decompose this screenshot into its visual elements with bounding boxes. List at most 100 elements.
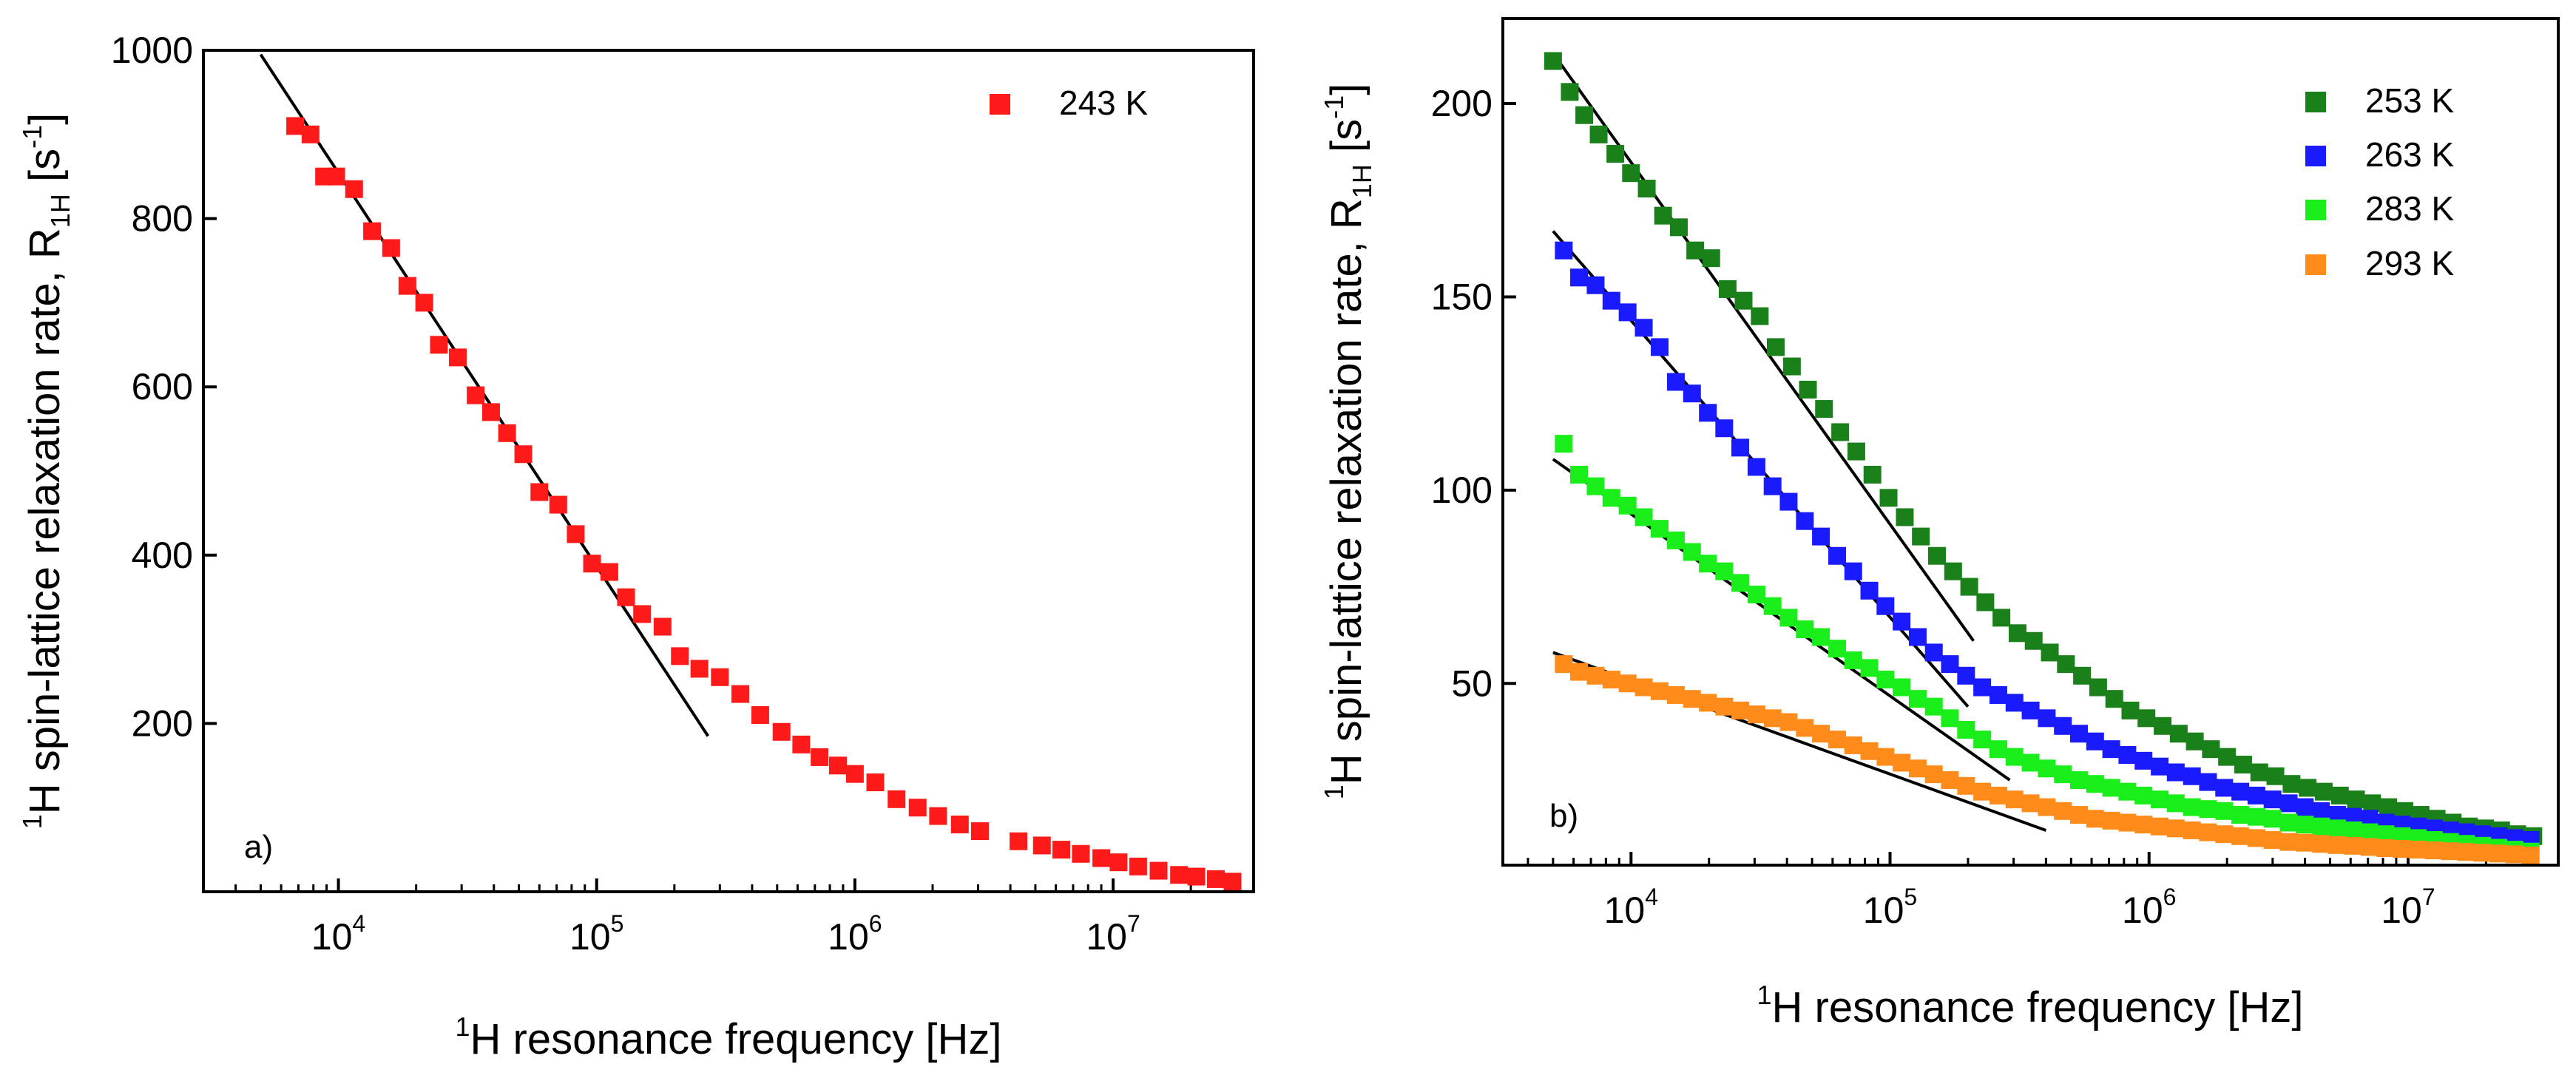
data-point-263k xyxy=(1763,477,1782,495)
data-point-283k xyxy=(2231,806,2250,824)
data-point-283k xyxy=(1666,531,1685,549)
panel-a-y-axis-ticks: 200 400 600 800 1000 xyxy=(111,30,217,744)
data-point-243k xyxy=(772,722,791,741)
data-point-263k xyxy=(1666,373,1685,391)
data-point-253k xyxy=(2137,709,2156,728)
data-point-263k xyxy=(1908,628,1927,646)
data-point-243k xyxy=(398,277,416,295)
data-point-293k xyxy=(1908,759,1927,778)
panel-b-y-axis-label: 1H spin-lattice relaxation rate, R1H [s-… xyxy=(1319,84,1377,799)
data-point-283k xyxy=(1699,555,1717,573)
panel-b-label: b) xyxy=(1549,798,1578,834)
legend-marker-243k xyxy=(990,94,1010,115)
legend-marker-293k xyxy=(2305,254,2326,275)
data-point-283k xyxy=(1908,690,1927,708)
data-point-293k xyxy=(1747,705,1765,724)
data-point-253k xyxy=(1863,465,1882,484)
panel-b-y-tick-label: 100 xyxy=(1431,470,1492,511)
data-point-253k xyxy=(2379,798,2398,816)
data-point-243k xyxy=(690,660,709,678)
data-point-263k xyxy=(1844,562,1862,580)
panel-a-plot-frame xyxy=(202,49,1255,893)
data-point-243k xyxy=(583,555,601,573)
panel-b-x-tick-label: 107 xyxy=(2381,884,2435,931)
data-point-293k xyxy=(2489,844,2508,863)
data-point-283k xyxy=(1973,731,1992,749)
data-point-293k xyxy=(1957,776,1975,795)
data-point-283k xyxy=(1634,508,1653,526)
data-point-243k xyxy=(1187,867,1206,886)
data-point-243k xyxy=(811,748,829,766)
data-point-283k xyxy=(2086,775,2104,793)
data-point-263k xyxy=(2069,725,2088,743)
data-point-243k xyxy=(430,336,448,354)
panel-a-y-tick-label: 400 xyxy=(132,535,193,576)
data-point-253k xyxy=(2121,701,2140,719)
data-point-293k xyxy=(2424,841,2443,860)
data-point-263k xyxy=(1860,581,1879,600)
data-point-263k xyxy=(1651,338,1669,356)
data-point-283k xyxy=(1570,465,1589,484)
data-point-293k xyxy=(1555,655,1573,674)
data-point-293k xyxy=(1731,701,1749,719)
panel-a-x-tick-label: 104 xyxy=(311,910,365,958)
data-point-283k xyxy=(1602,489,1620,507)
panel-b-x-tick-label: 106 xyxy=(2122,884,2176,931)
data-point-293k xyxy=(2360,838,2379,856)
data-point-253k xyxy=(2363,794,2381,813)
data-point-243k xyxy=(1010,832,1028,850)
data-point-263k xyxy=(1618,303,1637,322)
data-point-243k xyxy=(792,735,811,753)
data-point-293k xyxy=(2441,842,2459,861)
data-point-293k xyxy=(2199,823,2217,841)
data-point-283k xyxy=(1763,597,1782,615)
panel-b-data-points xyxy=(1544,52,2543,864)
data-point-243k xyxy=(600,563,618,581)
data-point-293k xyxy=(2457,843,2475,861)
data-point-243k xyxy=(498,424,516,442)
data-point-243k xyxy=(671,647,689,665)
data-point-293k xyxy=(1973,782,1992,801)
data-point-263k xyxy=(1683,385,1701,403)
data-point-263k xyxy=(1747,458,1765,476)
data-point-263k xyxy=(2086,732,2104,751)
data-point-243k xyxy=(301,125,320,143)
data-point-293k xyxy=(1941,770,1959,789)
data-point-253k xyxy=(2024,631,2043,650)
data-point-283k xyxy=(2069,770,2088,789)
data-point-293k xyxy=(2263,831,2282,850)
data-point-243k xyxy=(888,790,906,808)
data-point-253k xyxy=(1718,280,1737,298)
data-point-293k xyxy=(1666,685,1685,704)
data-point-243k xyxy=(908,799,927,817)
data-point-243k xyxy=(653,617,672,636)
data-point-293k xyxy=(1812,725,1830,743)
data-point-293k xyxy=(1844,736,1862,754)
data-point-253k xyxy=(1654,206,1672,225)
data-point-253k xyxy=(2041,643,2059,662)
data-point-293k xyxy=(1763,709,1782,728)
data-point-293k xyxy=(1634,678,1653,697)
panel-a-label: a) xyxy=(244,829,273,865)
data-point-283k xyxy=(1555,435,1573,453)
data-point-263k xyxy=(1779,492,1798,511)
data-point-263k xyxy=(2199,773,2217,791)
data-point-283k xyxy=(2279,813,2298,832)
panel-a-y-tick-label: 200 xyxy=(132,702,193,744)
data-point-263k xyxy=(1731,438,1749,457)
data-point-293k xyxy=(2393,840,2411,858)
data-point-243k xyxy=(363,222,382,240)
data-point-293k xyxy=(2102,811,2120,830)
legend-label-293k: 293 K xyxy=(2365,244,2455,282)
data-point-253k xyxy=(2314,782,2333,801)
data-point-263k xyxy=(1957,666,1975,685)
data-point-243k xyxy=(327,167,345,186)
data-point-293k xyxy=(1586,666,1605,685)
data-point-243k xyxy=(514,445,533,464)
data-point-263k xyxy=(1634,319,1653,337)
data-point-243k xyxy=(633,605,652,623)
data-point-283k xyxy=(2183,798,2201,816)
panel-a-legend: 243 K xyxy=(990,84,1149,122)
data-point-263k xyxy=(2134,751,2153,770)
data-point-293k xyxy=(2344,836,2362,855)
